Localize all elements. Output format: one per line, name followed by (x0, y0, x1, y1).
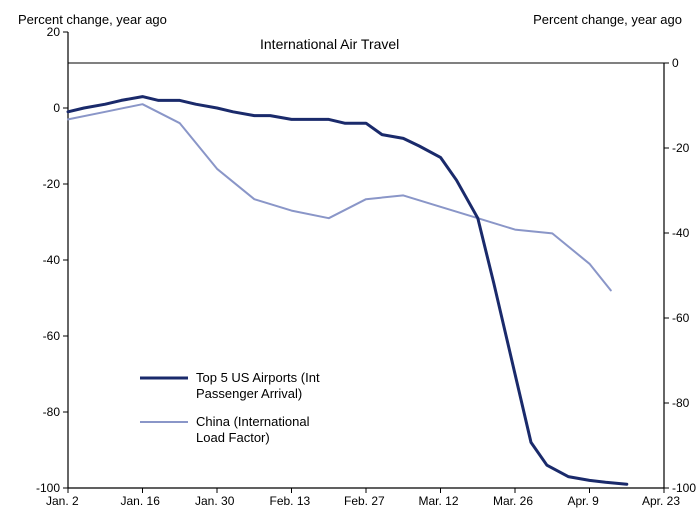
right-axis-label: Percent change, year ago (533, 12, 682, 27)
x-tick-label: Feb. 13 (270, 494, 311, 508)
x-tick-label: Jan. 2 (46, 494, 79, 508)
left-tick-label: -80 (43, 405, 60, 419)
chart-svg (0, 0, 700, 525)
right-tick-label: -100 (672, 481, 696, 495)
right-tick-label: -40 (672, 226, 689, 240)
legend-item: China (InternationalLoad Factor) (196, 414, 309, 447)
left-tick-label: -20 (43, 177, 60, 191)
chart-title: International Air Travel (260, 36, 399, 52)
left-tick-label: -100 (36, 481, 60, 495)
left-tick-label: 0 (53, 101, 60, 115)
x-tick-label: Mar. 12 (419, 494, 459, 508)
x-tick-label: Feb. 27 (344, 494, 385, 508)
right-tick-label: -80 (672, 396, 689, 410)
x-tick-label: Apr. 9 (568, 494, 599, 508)
air-travel-chart: Percent change, year ago Percent change,… (0, 0, 700, 525)
x-tick-label: Jan. 16 (121, 494, 160, 508)
left-tick-label: -40 (43, 253, 60, 267)
legend-item: Top 5 US Airports (IntPassenger Arrival) (196, 370, 320, 403)
right-tick-label: 0 (672, 56, 679, 70)
x-tick-label: Mar. 26 (493, 494, 533, 508)
left-tick-label: -60 (43, 329, 60, 343)
x-tick-label: Jan. 30 (195, 494, 234, 508)
right-tick-label: -60 (672, 311, 689, 325)
left-tick-label: 20 (47, 25, 60, 39)
x-tick-label: Apr. 23 (642, 494, 680, 508)
right-tick-label: -20 (672, 141, 689, 155)
left-axis-label: Percent change, year ago (18, 12, 167, 27)
